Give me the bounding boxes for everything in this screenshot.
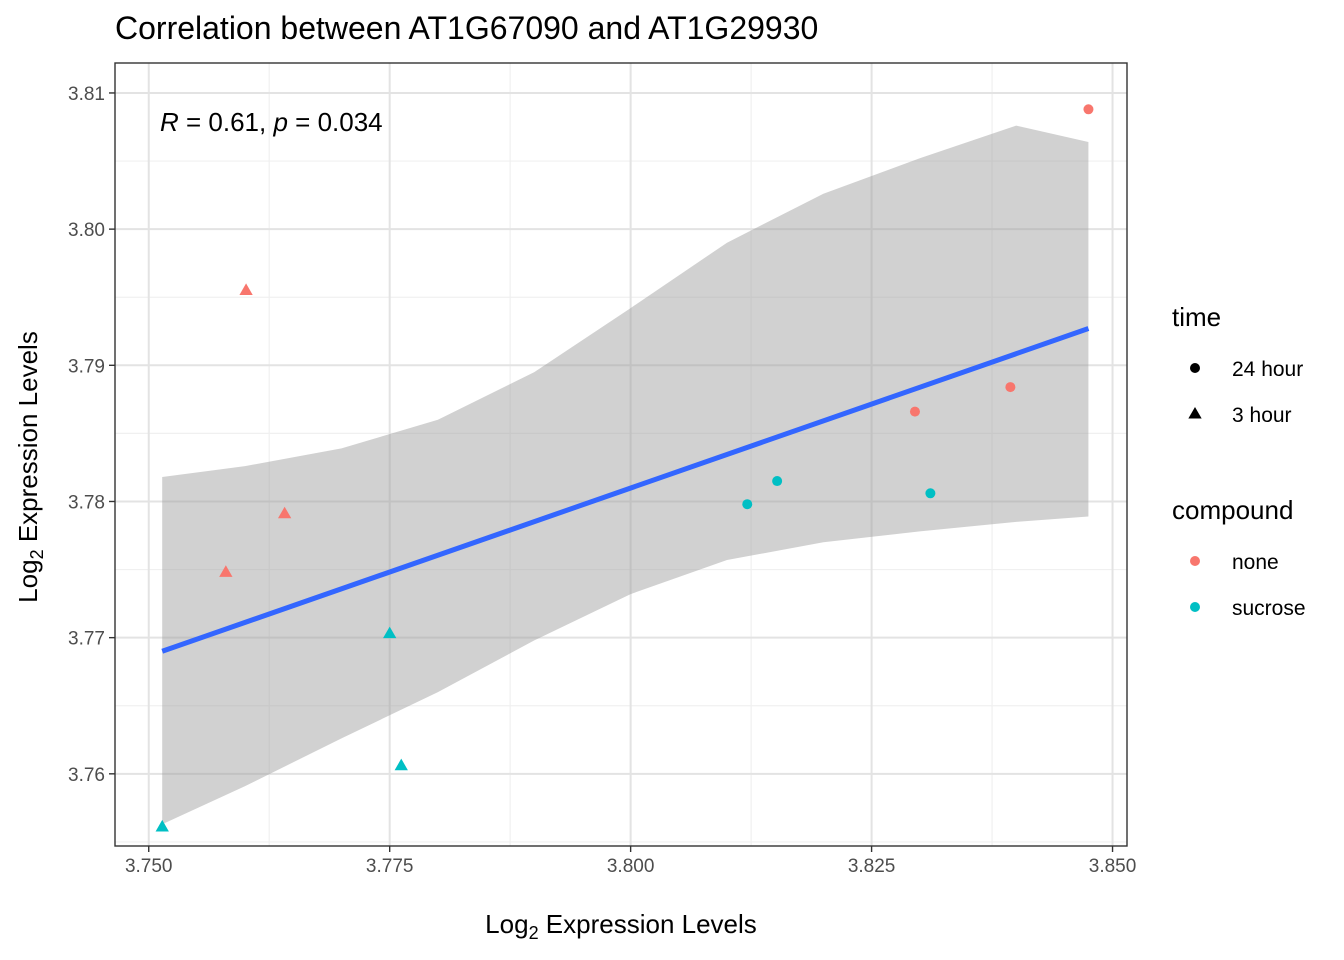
legend-title-time: time — [1172, 302, 1221, 332]
regression-line — [161, 326, 1090, 654]
x-axis-title-suffix: Expression Levels — [539, 909, 757, 939]
r-value: = 0.61, — [179, 107, 274, 137]
y-axis-title-prefix: Log — [13, 559, 43, 602]
legend-key-none — [1190, 556, 1200, 566]
data-point — [742, 499, 753, 510]
data-point — [1005, 382, 1016, 393]
x-axis-title-subscript: 2 — [529, 923, 539, 943]
data-point — [277, 506, 292, 519]
data-point — [239, 283, 253, 295]
y-axis: 3.76 3.77 3.78 3.79 3.80 3.81 — [68, 84, 115, 786]
y-tick-label: 3.79 — [68, 356, 105, 377]
x-tick-label: 3.825 — [848, 856, 896, 877]
y-axis-title: Log2 Expression Levels — [13, 331, 47, 603]
x-tick-label: 3.775 — [366, 856, 414, 877]
data-point — [772, 476, 783, 487]
legend-title-compound: compound — [1172, 495, 1293, 525]
legend-label: 3 hour — [1232, 404, 1292, 427]
legend-key-sucrose — [1190, 602, 1200, 612]
legend-label: 24 hour — [1232, 358, 1303, 381]
y-axis-title-suffix: Expression Levels — [13, 331, 43, 549]
minor-gridlines — [115, 63, 1127, 846]
x-axis-title: Log2 Expression Levels — [485, 909, 757, 943]
legend: time 24 hour 3 hour compound none sucrose — [1172, 302, 1306, 620]
legend-label: none — [1232, 551, 1279, 574]
p-value: = 0.034 — [288, 107, 383, 137]
x-tick-label: 3.800 — [607, 856, 655, 877]
data-point — [155, 819, 169, 832]
correlation-annotation: R = 0.61, p = 0.034 — [160, 107, 383, 137]
data-point — [925, 488, 936, 499]
p-symbol: p — [272, 107, 287, 137]
data-points — [155, 104, 1094, 832]
major-gridlines — [115, 63, 1127, 846]
confidence-band — [162, 125, 1089, 825]
x-axis-title-prefix: Log — [485, 909, 528, 939]
x-tick-label: 3.850 — [1089, 856, 1137, 877]
data-point — [1083, 104, 1094, 115]
data-point — [909, 406, 920, 417]
r-symbol: R — [160, 107, 179, 137]
y-tick-label: 3.78 — [68, 492, 105, 513]
y-axis-title-subscript: 2 — [27, 549, 47, 559]
chart-title: Correlation between AT1G67090 and AT1G29… — [115, 10, 818, 46]
data-point — [394, 758, 408, 771]
data-point — [383, 626, 397, 639]
y-tick-label: 3.81 — [68, 84, 105, 105]
x-axis: 3.750 3.775 3.800 3.825 3.850 — [125, 846, 1136, 877]
data-point — [219, 565, 233, 577]
plot-panel-border — [114, 62, 1128, 847]
y-tick-label: 3.77 — [68, 629, 105, 650]
y-tick-label: 3.80 — [68, 220, 105, 241]
legend-key-24-hour — [1190, 363, 1200, 373]
x-tick-label: 3.750 — [125, 856, 173, 877]
y-tick-label: 3.76 — [68, 765, 105, 786]
legend-key-3-hour — [1188, 407, 1202, 419]
legend-label: sucrose — [1232, 597, 1306, 620]
